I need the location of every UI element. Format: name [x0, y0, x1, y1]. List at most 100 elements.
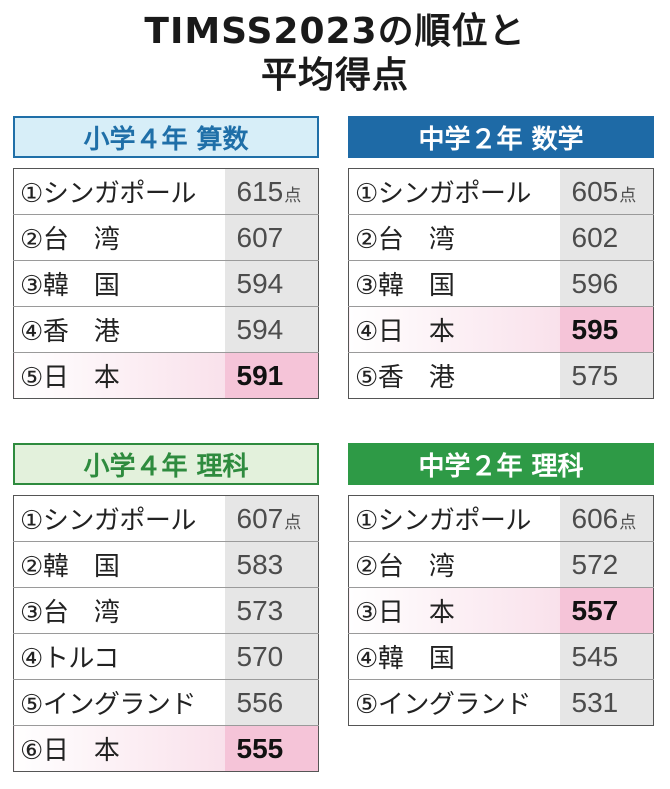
table-row: ①シンガポール 606点	[348, 495, 654, 542]
country-name: シンガポール	[377, 179, 532, 209]
rank-label: ⑤	[20, 690, 43, 720]
country-name: 韓 国	[377, 644, 455, 674]
panel-elementary-math: 小学４年 算数 ①シンガポール 615点 ②台 湾 607 ③韓 国 594 ④香 港 594…	[13, 116, 319, 399]
country-cell: ①シンガポール	[13, 495, 225, 542]
score-cell: 594	[224, 260, 319, 307]
rank-label: ②	[355, 225, 378, 255]
table-row: ③台 湾 573	[13, 587, 319, 634]
country-name: 香 港	[377, 363, 455, 393]
score-value: 591	[236, 359, 284, 391]
page-title-line1: TIMSS2023の順位と	[144, 11, 526, 52]
rank-label: ③	[355, 598, 378, 628]
rank-label: ④	[355, 644, 378, 674]
panel-middle-science: 中学２年 理科 ①シンガポール 606点 ②台 湾 572 ③日 本 557 ④韓 国 545…	[348, 443, 654, 726]
country-name: 香 港	[42, 317, 120, 347]
table-row: ②韓 国 583	[13, 541, 319, 588]
rank-label: ①	[355, 506, 378, 536]
score-value: 594	[236, 267, 284, 299]
table-row-japan: ③日 本 557	[348, 587, 654, 634]
table-row-japan: ⑥日 本 555	[13, 725, 319, 772]
ranking-table: ①シンガポール 615点 ②台 湾 607 ③韓 国 594 ④香 港 594 ⑤日 本 591	[13, 168, 319, 399]
table-row-japan: ④日 本 595	[348, 306, 654, 353]
score-value: 557	[571, 594, 619, 626]
table-row: ③韓 国 594	[13, 260, 319, 307]
country-cell: ③日 本	[348, 587, 560, 634]
country-name: 韓 国	[42, 552, 120, 582]
table-row: ①シンガポール 615点	[13, 168, 319, 215]
rank-label: ④	[355, 317, 378, 347]
score-value: 595	[571, 313, 619, 345]
score-value: 615	[236, 175, 284, 207]
rank-label: ⑤	[355, 690, 378, 720]
rank-label: ③	[20, 271, 43, 301]
rank-label: ②	[355, 552, 378, 582]
country-name: 台 湾	[377, 225, 455, 255]
rank-label: ⑤	[355, 363, 378, 393]
score-cell: 596	[559, 260, 654, 307]
country-cell: ②台 湾	[348, 214, 560, 261]
unit-label: 点	[619, 185, 637, 205]
country-cell: ④韓 国	[348, 633, 560, 680]
score-cell: 615点	[224, 168, 319, 215]
country-name: 台 湾	[42, 225, 120, 255]
rank-label: ⑥	[20, 736, 43, 766]
score-value: 575	[571, 359, 619, 391]
table-row: ①シンガポール 607点	[13, 495, 319, 542]
rank-label: ④	[20, 644, 43, 674]
country-name: 韓 国	[42, 271, 120, 301]
unit-label: 点	[284, 185, 302, 205]
score-cell: 607	[224, 214, 319, 261]
score-cell: 594	[224, 306, 319, 353]
score-cell: 607点	[224, 495, 319, 542]
page-title: TIMSS2023の順位と 平均得点	[0, 10, 670, 98]
table-row: ③韓 国 596	[348, 260, 654, 307]
score-cell: 531	[559, 679, 654, 726]
score-cell: 606点	[559, 495, 654, 542]
country-name: トルコ	[42, 644, 119, 674]
score-cell: 556	[224, 679, 319, 726]
panel-header: 小学４年 算数	[13, 116, 319, 158]
country-name: 台 湾	[42, 598, 120, 628]
country-name: シンガポール	[42, 506, 197, 536]
table-row: ②台 湾 572	[348, 541, 654, 588]
country-cell: ④日 本	[348, 306, 560, 353]
score-value: 573	[236, 594, 284, 626]
country-cell: ④香 港	[13, 306, 225, 353]
unit-label: 点	[619, 512, 637, 532]
panel-header: 中学２年 理科	[348, 443, 654, 485]
table-row: ④トルコ 570	[13, 633, 319, 680]
table-row: ⑤香 港 575	[349, 352, 654, 399]
score-cell: 583	[224, 541, 319, 588]
score-value: 555	[236, 732, 284, 764]
rank-label: ④	[20, 317, 43, 347]
score-value: 607	[236, 221, 284, 253]
score-cell: 605点	[559, 168, 654, 215]
score-cell: 575	[559, 352, 654, 399]
score-value: 594	[236, 313, 284, 345]
country-cell: ④トルコ	[13, 633, 225, 680]
table-row: ②台 湾 607	[13, 214, 319, 261]
country-cell: ②台 湾	[348, 541, 560, 588]
score-value: 570	[236, 640, 284, 672]
rank-label: ⑤	[20, 363, 43, 393]
country-name: イングランド	[42, 690, 197, 720]
score-cell: 555	[224, 725, 319, 772]
score-value: 607	[236, 502, 284, 534]
score-cell: 595	[559, 306, 654, 353]
rank-label: ①	[355, 179, 378, 209]
table-row: ①シンガポール 605点	[348, 168, 654, 215]
ranking-table: ①シンガポール 605点 ②台 湾 602 ③韓 国 596 ④日 本 595 ⑤香 港 575	[348, 168, 654, 399]
country-name: 日 本	[377, 317, 455, 347]
page-title-line2: 平均得点	[260, 55, 409, 96]
score-cell: 557	[559, 587, 654, 634]
country-name: 台 湾	[377, 552, 455, 582]
country-name: 韓 国	[377, 271, 455, 301]
country-cell: ⑥日 本	[13, 725, 225, 772]
rank-label: ①	[20, 506, 43, 536]
score-value: 605	[571, 175, 619, 207]
score-cell: 591	[224, 352, 319, 399]
score-value: 583	[236, 548, 284, 580]
country-name: シンガポール	[42, 179, 197, 209]
country-cell: ①シンガポール	[348, 168, 560, 215]
score-value: 602	[571, 221, 619, 253]
